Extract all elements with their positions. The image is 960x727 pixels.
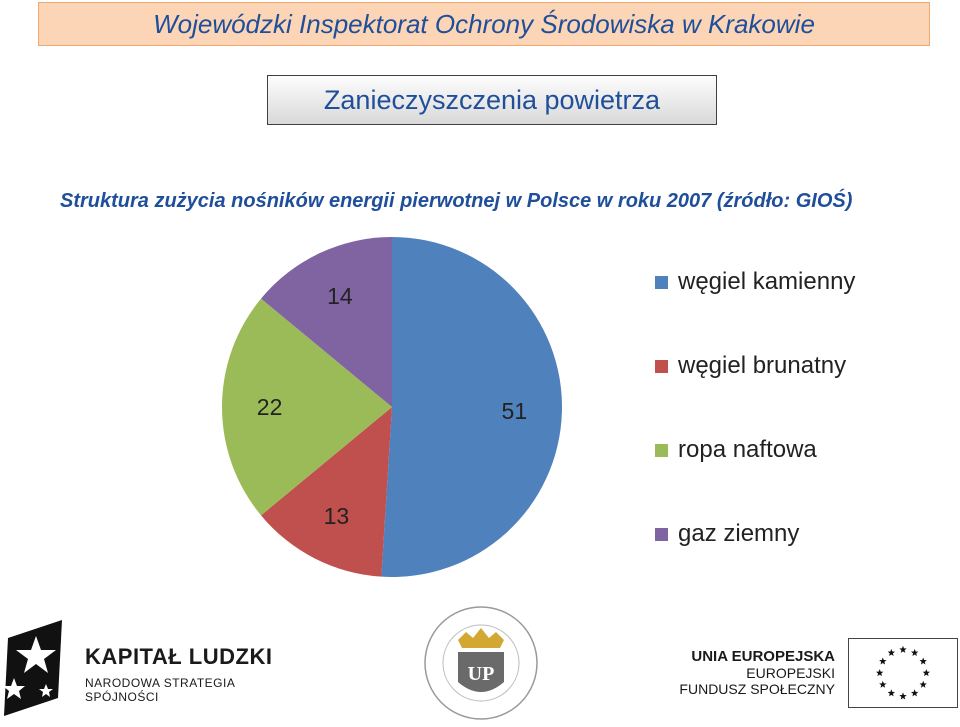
eu-star-3 bbox=[922, 669, 931, 677]
eu-fund-text: UNIA EUROPEJSKA EUROPEJSKI FUNDUSZ SPOŁE… bbox=[660, 648, 835, 697]
pie-slice-2 bbox=[222, 298, 392, 516]
pie-data-label-3: 14 bbox=[327, 283, 353, 309]
slide-title: Zanieczyszczenia powietrza bbox=[323, 84, 661, 115]
eu-star-4 bbox=[919, 680, 927, 688]
slide-title-box: Zanieczyszczenia powietrza bbox=[267, 75, 717, 125]
pie-data-label-1: 13 bbox=[324, 503, 350, 529]
legend-item-1: węgiel brunatny bbox=[655, 346, 855, 386]
eu-line2: EUROPEJSKI bbox=[746, 665, 835, 681]
legend-label-3: gaz ziemny bbox=[678, 520, 800, 547]
legend-label-1: węgiel brunatny bbox=[678, 352, 847, 379]
kapital-ludzki-title: KAPITAŁ LUDZKI bbox=[85, 644, 273, 669]
eu-star-5 bbox=[910, 689, 919, 697]
university-seal-icon: UP bbox=[424, 606, 538, 720]
university-initials: UP bbox=[468, 663, 495, 685]
pie-slice-1 bbox=[261, 407, 392, 577]
pie-data-label-0: 51 bbox=[502, 398, 528, 424]
eu-star-6 bbox=[899, 692, 907, 700]
eu-line1: UNIA EUROPEJSKA bbox=[691, 648, 835, 665]
eu-star-2 bbox=[919, 657, 927, 665]
eu-star-11 bbox=[887, 648, 896, 656]
legend: węgiel kamienny węgiel brunatny ropa naf… bbox=[655, 262, 855, 598]
legend-item-2: ropa naftowa bbox=[655, 430, 855, 470]
eu-line3: FUNDUSZ SPOŁECZNY bbox=[679, 681, 835, 697]
pie-slice-0 bbox=[381, 237, 563, 578]
legend-swatch-1 bbox=[655, 359, 668, 373]
pie-data-label-2: 22 bbox=[257, 394, 283, 420]
header-bar: Wojewódzki Inspektorat Ochrony Środowisk… bbox=[38, 2, 930, 46]
eu-star-10 bbox=[879, 657, 887, 665]
kapital-ludzki-emblem-icon bbox=[3, 620, 62, 716]
chart-subtitle: Struktura zużycia nośników energii pierw… bbox=[60, 190, 853, 212]
eu-star-1 bbox=[910, 648, 919, 656]
legend-swatch-0 bbox=[655, 275, 668, 289]
kapital-ludzki-logo: KAPITAŁ LUDZKI NARODOWA STRATEGIA SPÓJNO… bbox=[0, 618, 300, 722]
legend-swatch-3 bbox=[655, 527, 668, 541]
legend-item-0: węgiel kamienny bbox=[655, 262, 855, 302]
pie-slice-3 bbox=[261, 237, 392, 407]
legend-item-3: gaz ziemny bbox=[655, 514, 855, 554]
kapital-ludzki-subtitle: NARODOWA STRATEGIA SPÓJNOŚCI bbox=[85, 676, 235, 704]
legend-label-2: ropa naftowa bbox=[678, 436, 817, 463]
legend-swatch-2 bbox=[655, 443, 668, 457]
eu-flag-icon bbox=[848, 638, 958, 708]
eu-star-7 bbox=[887, 689, 896, 697]
header-title: Wojewódzki Inspektorat Ochrony Środowisk… bbox=[153, 8, 815, 39]
eu-star-8 bbox=[879, 680, 887, 688]
legend-label-0: węgiel kamienny bbox=[678, 268, 856, 295]
eu-star-0 bbox=[899, 645, 907, 653]
pie-data-labels: 51 13 22 14 bbox=[257, 283, 527, 529]
pie-slices bbox=[222, 237, 563, 578]
eu-star-9 bbox=[875, 669, 884, 677]
